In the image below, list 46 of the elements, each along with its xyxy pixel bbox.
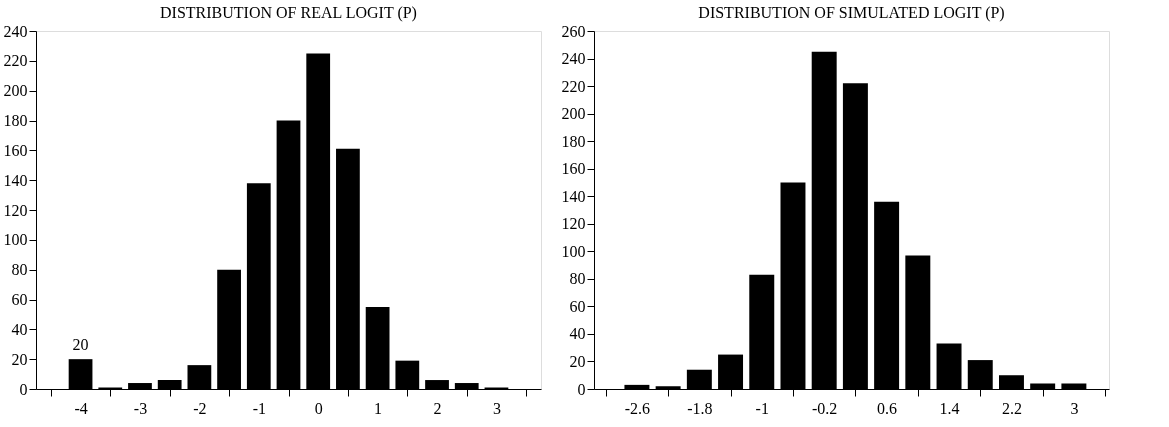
y-tick-label: 260 [561,22,586,40]
y-tick-label: 40 [569,325,586,343]
x-tick-label: 1 [374,399,383,417]
y-tick-label: 160 [3,141,28,159]
x-tick-label: -0.2 [812,399,838,417]
y-tick-label: 100 [3,231,28,249]
x-tick-label: 2 [433,399,442,417]
x-tick-label: -4 [74,399,88,417]
y-tick-label: 40 [11,320,28,338]
y-tick-label: 220 [561,77,586,95]
x-tick-label: -1 [755,399,769,417]
y-tick-label: 60 [569,297,586,315]
y-tick-label: 200 [3,82,28,100]
y-tick-label: 80 [569,270,586,288]
y-tick-label: 180 [3,112,28,129]
y-tick-label: 100 [561,242,586,260]
x-tick-label: 1.4 [939,399,960,417]
x-tick-label: -1.8 [687,399,713,417]
y-tick-label: 200 [561,105,586,123]
y-tick-label: 140 [3,171,28,189]
y-tick-label: 220 [3,52,28,70]
y-tick-label: 240 [3,22,28,40]
y-tick-label: 160 [561,160,586,178]
y-tick-label: 0 [19,380,28,398]
x-tick-label: -2.6 [624,399,651,417]
y-tick-label: 20 [569,352,586,370]
x-tick-label: 0.6 [877,399,898,417]
x-tick-label: 0 [314,399,323,417]
y-tick-label: 140 [561,187,586,205]
x-tick-label: 2.2 [1001,399,1022,417]
x-tick-label: 3 [1070,399,1079,417]
x-tick-label: -1 [252,399,266,417]
x-tick-label: 3 [492,399,501,417]
chart-title: DISTRIBUTION OF SIMULATED LOGIT (P) [698,4,1005,22]
y-tick-label: 240 [561,50,586,68]
y-tick-label: 0 [577,380,586,398]
y-tick-label: 120 [3,201,28,219]
data-label: 20 [72,336,89,354]
x-tick-label: -2 [193,399,207,417]
y-tick-label: 20 [11,350,28,368]
y-tick-label: 80 [11,261,28,279]
x-tick-label: -3 [133,399,148,417]
y-tick-label: 60 [11,291,28,308]
chart-title: DISTRIBUTION OF REAL LOGIT (P) [160,4,417,22]
y-tick-label: 180 [561,132,586,150]
y-tick-label: 120 [561,215,586,233]
